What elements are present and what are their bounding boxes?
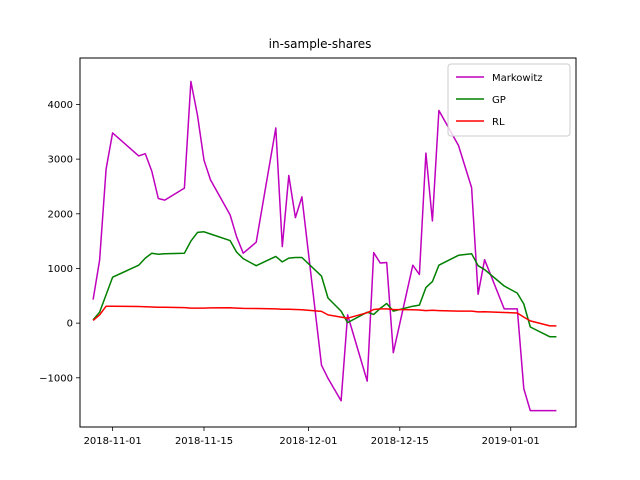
legend: Markowitz GP RL — [447, 63, 571, 137]
x-tick-label: 2019-01-01 — [482, 436, 540, 447]
legend-box — [447, 63, 571, 137]
series-line-markowitz — [92, 80, 557, 412]
chart-title: in-sample-shares — [269, 37, 372, 51]
legend-label-markowitz: Markowitz — [492, 73, 543, 84]
y-tick-label: 3000 — [48, 155, 73, 166]
x-tick-label: 2018-12-01 — [279, 436, 337, 447]
y-tick-label: −1000 — [39, 373, 73, 384]
x-axis: 2018-11-01 2018-11-15 2018-12-01 2018-12-15… — [84, 427, 540, 447]
legend-label-gp: GP — [492, 95, 506, 106]
x-tick-label: 2018-11-01 — [84, 436, 142, 447]
y-tick-label: 2000 — [48, 209, 73, 220]
y-tick-label: 4000 — [48, 100, 73, 111]
plot-frame — [79, 57, 577, 428]
legend-label-rl: RL — [492, 117, 505, 128]
x-tick-label: 2018-12-15 — [371, 436, 429, 447]
series-layer — [92, 80, 557, 412]
y-tick-label: 0 — [67, 319, 73, 330]
series-line-gp — [92, 231, 557, 338]
series-line-rl — [92, 305, 557, 327]
x-tick-label: 2018-11-15 — [175, 436, 233, 447]
y-tick-label: 1000 — [48, 264, 73, 275]
y-axis: −1000 0 1000 2000 3000 4000 — [39, 100, 80, 384]
